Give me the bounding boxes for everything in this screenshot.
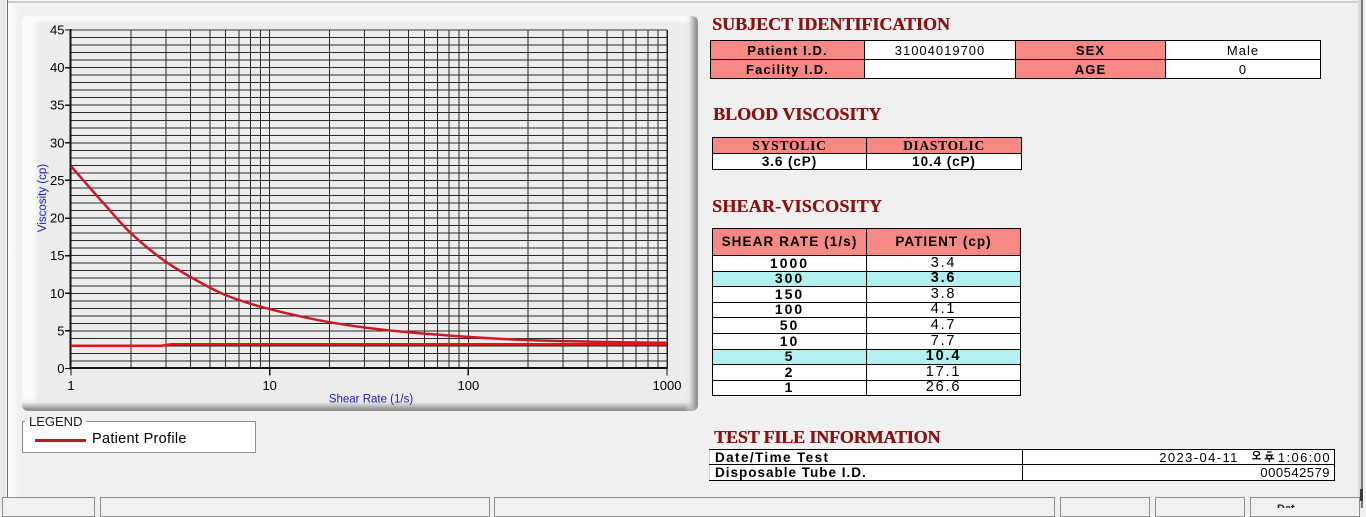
svg-text:25: 25 <box>50 173 64 188</box>
svg-text:10: 10 <box>50 286 64 301</box>
svg-text:45: 45 <box>50 23 64 38</box>
svg-text:30: 30 <box>50 135 64 150</box>
svg-text:5: 5 <box>57 323 64 338</box>
svg-text:15: 15 <box>50 248 64 263</box>
svg-text:0: 0 <box>57 361 64 376</box>
svg-text:40: 40 <box>50 60 64 75</box>
svg-text:1000: 1000 <box>653 378 682 393</box>
svg-text:1: 1 <box>67 378 74 393</box>
svg-text:Viscosity (cp): Viscosity (cp) <box>37 164 49 232</box>
svg-text:Shear Rate (1/s): Shear Rate (1/s) <box>329 394 414 406</box>
svg-text:100: 100 <box>458 378 480 393</box>
svg-text:35: 35 <box>50 98 64 113</box>
svg-text:20: 20 <box>50 211 64 226</box>
svg-text:10: 10 <box>262 378 276 393</box>
